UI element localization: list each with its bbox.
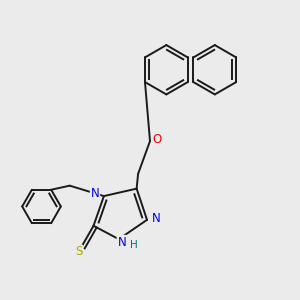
Text: O: O bbox=[153, 133, 162, 146]
Text: N: N bbox=[91, 187, 99, 200]
Text: S: S bbox=[75, 245, 82, 258]
Text: N: N bbox=[152, 212, 160, 225]
Text: N: N bbox=[117, 236, 126, 249]
Text: H: H bbox=[130, 240, 138, 250]
